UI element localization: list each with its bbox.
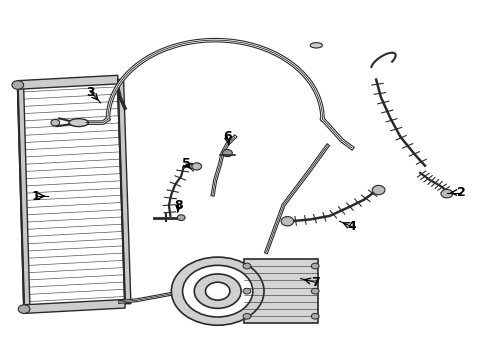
Circle shape <box>12 81 23 89</box>
Circle shape <box>243 263 250 269</box>
Ellipse shape <box>69 119 88 127</box>
Circle shape <box>171 257 264 325</box>
Circle shape <box>182 265 252 317</box>
Polygon shape <box>18 85 30 309</box>
Text: 2: 2 <box>456 186 465 199</box>
Circle shape <box>205 282 229 300</box>
Polygon shape <box>18 75 118 89</box>
Text: 4: 4 <box>346 220 355 233</box>
Circle shape <box>371 185 384 195</box>
Ellipse shape <box>309 42 322 48</box>
Polygon shape <box>118 80 131 304</box>
Circle shape <box>222 149 232 157</box>
Circle shape <box>311 288 319 294</box>
Circle shape <box>243 288 250 294</box>
Text: 8: 8 <box>174 199 183 212</box>
Polygon shape <box>24 300 125 314</box>
Circle shape <box>177 215 184 221</box>
Text: 5: 5 <box>181 157 190 170</box>
Text: 6: 6 <box>223 130 231 144</box>
Circle shape <box>311 263 319 269</box>
Circle shape <box>18 305 30 314</box>
Circle shape <box>243 314 250 319</box>
Text: 3: 3 <box>86 86 95 99</box>
Text: 7: 7 <box>310 276 319 289</box>
Circle shape <box>311 314 319 319</box>
Circle shape <box>194 274 241 309</box>
Bar <box>244 259 317 323</box>
Polygon shape <box>18 80 125 309</box>
Text: 1: 1 <box>31 190 40 203</box>
Circle shape <box>191 163 201 170</box>
Circle shape <box>440 189 452 198</box>
Circle shape <box>281 217 293 226</box>
Circle shape <box>51 120 60 126</box>
